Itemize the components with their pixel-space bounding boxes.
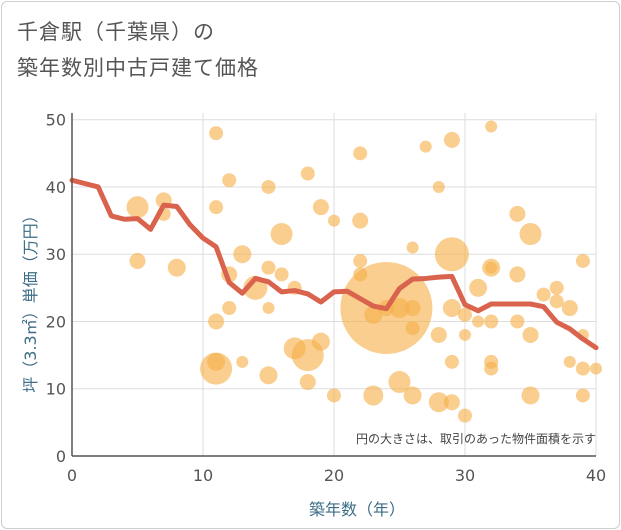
bubble-point xyxy=(200,352,233,385)
bubble-point xyxy=(442,299,461,318)
bubble-point xyxy=(430,326,447,343)
bubble-point xyxy=(274,267,289,282)
bubble-point xyxy=(261,260,276,275)
bubble-point xyxy=(575,388,590,403)
bubble-point xyxy=(469,278,488,297)
bubble-point xyxy=(222,173,237,188)
bubble-point xyxy=(208,313,225,330)
bubble-point xyxy=(458,307,472,322)
x-tick-label: 20 xyxy=(324,466,344,485)
bubble-point xyxy=(509,205,526,222)
bubble-point xyxy=(561,300,578,317)
bubble-point xyxy=(261,179,276,194)
x-tick-label: 30 xyxy=(455,466,475,485)
y-tick-label: 0 xyxy=(56,447,66,466)
bubble-point xyxy=(459,328,471,341)
bubble-point xyxy=(353,146,368,161)
y-tick-label: 20 xyxy=(46,312,66,331)
bubble-point xyxy=(209,126,224,141)
bubble-point xyxy=(509,266,526,283)
bubble-point xyxy=(485,120,498,133)
size-legend-note: 円の大きさは、取引のあった物件面積を示す xyxy=(356,431,596,446)
bubble-point xyxy=(300,166,315,181)
bubble-point xyxy=(327,388,341,403)
y-tick-label: 30 xyxy=(46,245,66,264)
y-tick-label: 10 xyxy=(46,380,66,399)
bubble-point xyxy=(590,362,602,375)
bubble-point xyxy=(233,245,252,264)
bubble-point xyxy=(443,394,460,411)
bubble-point xyxy=(536,287,551,302)
bubble-point xyxy=(432,180,445,193)
bubble-point xyxy=(363,385,384,406)
bubble-point xyxy=(270,223,293,246)
y-axis-label: 坪（3.3㎡）単価（万円） xyxy=(21,207,40,392)
bubble-point xyxy=(484,314,499,329)
bubble-point xyxy=(352,212,369,229)
bubble-point xyxy=(259,366,278,385)
x-tick-label: 40 xyxy=(586,466,606,485)
bubble-point xyxy=(419,140,432,153)
bubble-point xyxy=(443,131,460,148)
tick-labels: 0 10 20 30 40 0 10 20 30 40 50 xyxy=(46,111,607,485)
bubble-point xyxy=(299,374,316,391)
bubble-point xyxy=(522,326,539,343)
bubble-point xyxy=(549,280,564,295)
bubble-point xyxy=(236,355,249,368)
bubble-point xyxy=(575,253,590,268)
bubble-point xyxy=(510,314,525,329)
bubble-point xyxy=(563,355,576,368)
bubble-point xyxy=(406,241,419,254)
bubble-point xyxy=(484,361,499,376)
bubble-point xyxy=(575,361,590,376)
x-tick-label: 0 xyxy=(67,466,77,485)
bubble-point xyxy=(328,214,340,227)
bubble-point xyxy=(222,301,237,316)
bubble-point xyxy=(485,261,498,274)
bubble-point xyxy=(167,258,186,277)
bubble-point xyxy=(389,298,410,319)
bubble-point xyxy=(472,315,485,328)
bubble-point xyxy=(209,200,224,215)
bubbles xyxy=(126,120,602,423)
y-tick-label: 40 xyxy=(46,178,66,197)
bubble-point xyxy=(434,237,469,272)
bubble-point xyxy=(388,371,411,394)
y-tick-label: 50 xyxy=(46,111,66,130)
bubble-point xyxy=(353,253,368,268)
bubble-point xyxy=(126,196,149,219)
bubble-point xyxy=(404,300,421,317)
x-tick-label: 10 xyxy=(193,466,213,485)
chart-title: 千倉駅（千葉県）の xyxy=(17,20,215,44)
bubble-point xyxy=(428,392,449,413)
bubble-point xyxy=(262,302,275,315)
chart-subtitle: 築年数別中古戸建て価格 xyxy=(17,56,259,80)
bubble-point xyxy=(403,386,422,405)
trend-line xyxy=(69,177,599,351)
bubble-point xyxy=(405,321,420,336)
bubble-point xyxy=(312,199,329,216)
bubble-point xyxy=(444,354,459,369)
x-axis-label: 築年数（年） xyxy=(309,500,405,519)
bubble-point xyxy=(519,223,542,246)
bubble-point xyxy=(521,386,540,405)
bubble-point xyxy=(311,332,330,351)
bubble-point xyxy=(129,252,146,269)
grid-lines xyxy=(72,113,597,456)
bubble-point xyxy=(458,408,472,423)
bubble-point xyxy=(549,294,564,309)
